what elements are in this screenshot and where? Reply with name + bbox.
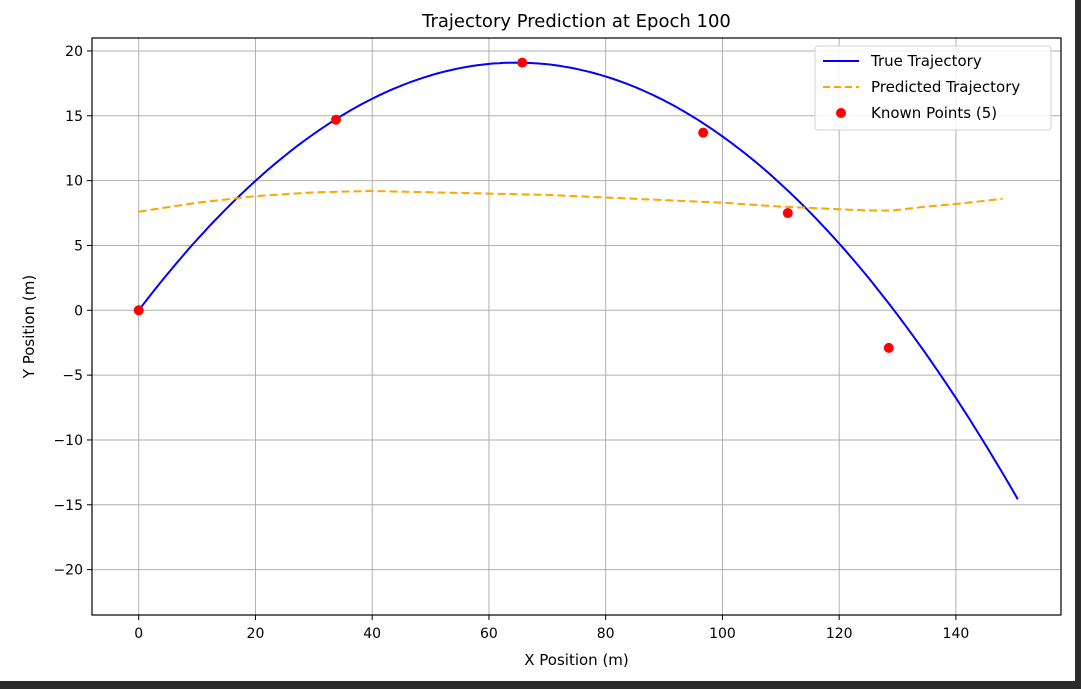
x-tick-label: 80 [597, 626, 615, 642]
axis-ticks: 0 20 40 60 80 100 120 140 −20 −15 −10 −5 0 5 10 15 20 [53, 44, 969, 642]
true-trajectory-line [137, 61, 1019, 500]
x-tick-label: 100 [709, 626, 736, 642]
y-tick-label: −15 [53, 498, 83, 514]
predicted-trajectory-line [138, 189, 1003, 213]
chart-title: Trajectory Prediction at Epoch 100 [421, 11, 731, 32]
legend-label: True Trajectory [870, 52, 982, 70]
y-tick-label: 10 [65, 174, 83, 190]
known-point [782, 208, 793, 219]
known-point [517, 57, 528, 68]
legend-label: Predicted Trajectory [871, 78, 1020, 96]
plot-frame [91, 37, 1062, 616]
x-tick-label: 40 [363, 626, 381, 642]
y-tick-label: 20 [65, 44, 83, 60]
y-axis-title: Y Position (m) [20, 275, 38, 379]
legend-box [814, 45, 1052, 131]
y-tick-label: −20 [53, 563, 83, 579]
known-point [698, 127, 709, 138]
x-tick-label: 140 [943, 626, 970, 642]
known-point [331, 114, 342, 125]
x-tick-label: 0 [134, 626, 143, 642]
known-point [133, 305, 144, 316]
series-layer [133, 57, 1019, 500]
y-tick-label: 15 [65, 109, 83, 125]
legend-label: Known Points (5) [871, 104, 997, 122]
y-tick-label: 5 [74, 238, 83, 254]
y-tick-label: 0 [74, 303, 83, 319]
grid-lines [92, 38, 1061, 615]
y-tick-label: −10 [53, 433, 83, 449]
y-tick-label: −5 [62, 368, 83, 384]
x-tick-label: 20 [247, 626, 265, 642]
known-point [883, 342, 894, 353]
x-axis-title: X Position (m) [524, 651, 629, 669]
x-tick-label: 120 [826, 626, 853, 642]
x-tick-label: 60 [480, 626, 498, 642]
legend-swatch [836, 108, 846, 118]
legend: True Trajectory Predicted Trajectory Known… [814, 45, 1052, 131]
